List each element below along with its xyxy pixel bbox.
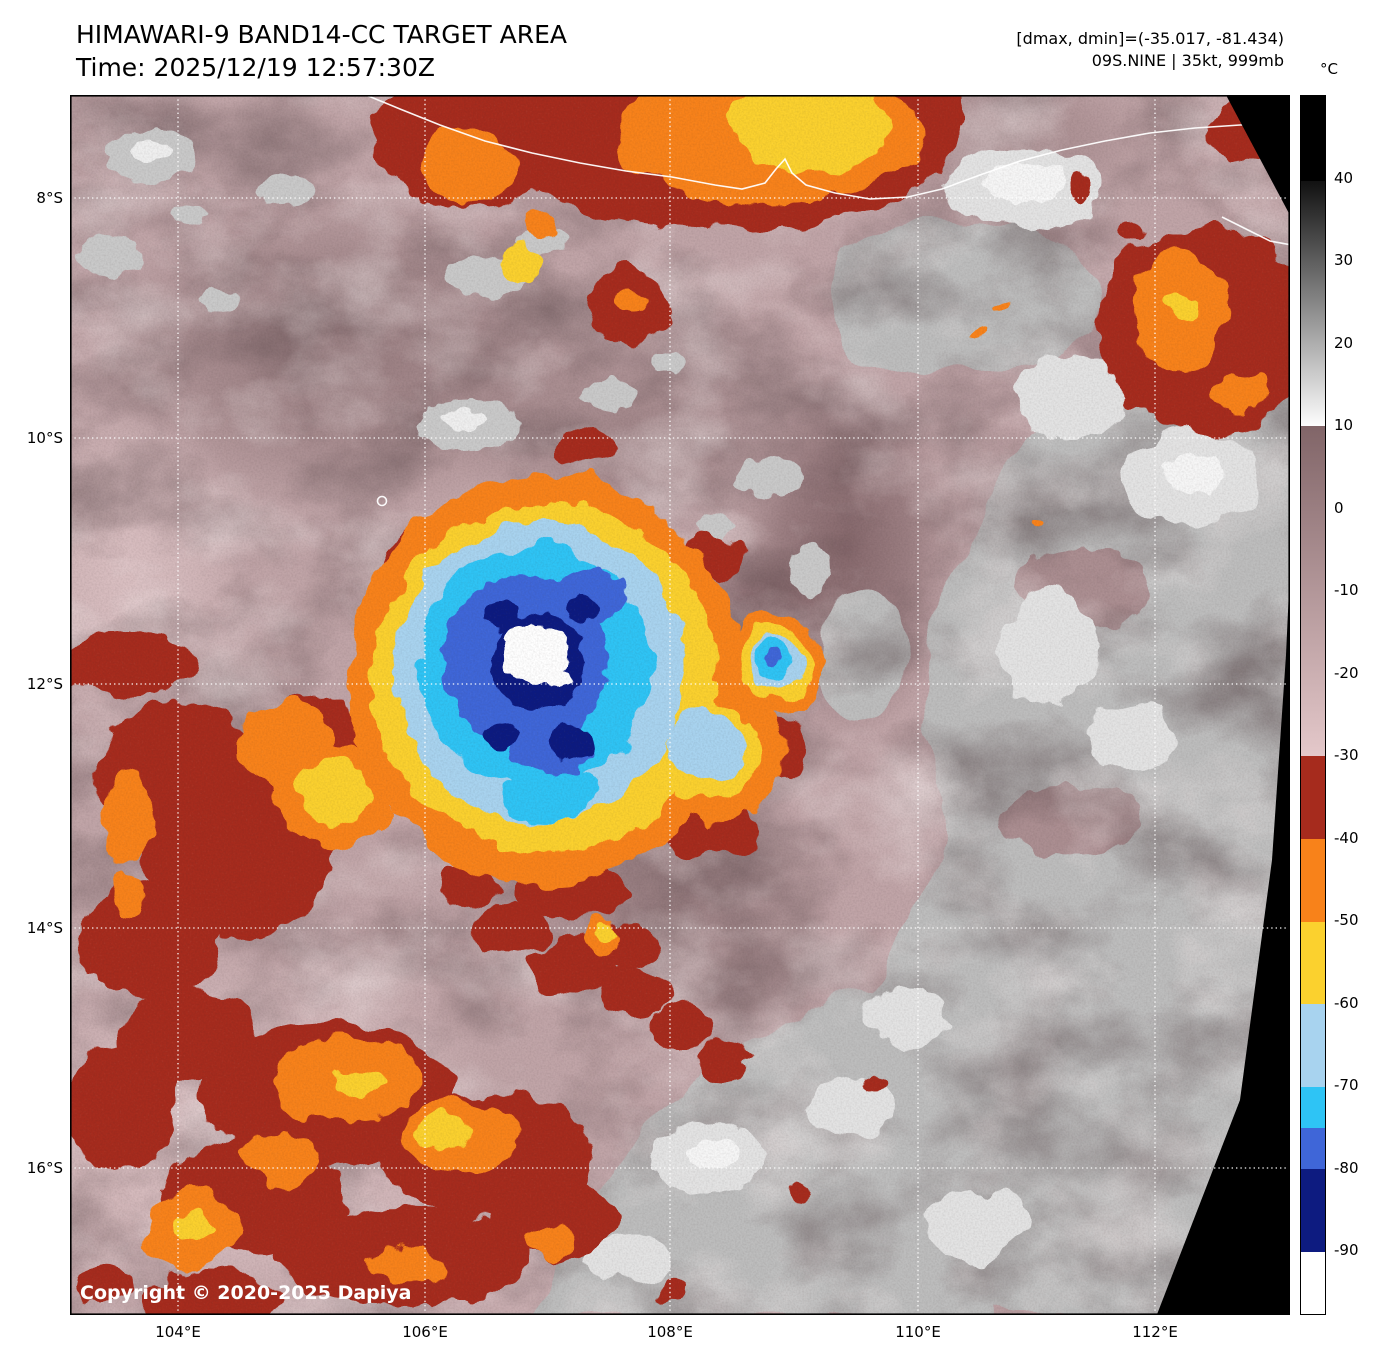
colorbar-tick: -10 [1334, 581, 1359, 599]
colorbar-unit-label: °C [1320, 60, 1338, 78]
colorbar-tick: 20 [1334, 334, 1354, 352]
colorbar-seg-lightblue [1301, 1004, 1325, 1087]
timestamp: Time: 2025/12/19 12:57:30Z [76, 53, 435, 82]
colorbar-tick: -50 [1334, 911, 1359, 929]
satellite-map-canvas [70, 95, 1290, 1315]
colorbar-seg-cyan [1301, 1087, 1325, 1128]
colorbar-tick: -70 [1334, 1076, 1359, 1094]
lat-tick-label: 10°S [26, 429, 63, 447]
colorbar-seg-darkred [1301, 756, 1325, 839]
colorbar-seg-orange [1301, 839, 1325, 922]
copyright-notice: Copyright © 2020-2025 Dapiya [80, 1282, 412, 1304]
temperature-colorbar [1300, 95, 1326, 1315]
colorbar-tick: 0 [1334, 499, 1344, 517]
grain-texture-light [70, 95, 1290, 1315]
colorbar-tick: 10 [1334, 416, 1354, 434]
map-border [70, 95, 1290, 1315]
colorbar-tick: -60 [1334, 994, 1359, 1012]
storm-info: 09S.NINE | 35kt, 999mb [1091, 51, 1284, 70]
lon-tick-label: 108°E [647, 1323, 693, 1341]
lon-tick-label: 104°E [155, 1323, 201, 1341]
colorbar-seg-below-minus90 [1301, 1252, 1325, 1314]
colorbar-seg-pink [1301, 426, 1325, 756]
coastline [365, 95, 1290, 507]
colorbar-tick: -90 [1334, 1241, 1359, 1259]
lon-tick-label: 106°E [402, 1323, 448, 1341]
lat-tick-label: 14°S [26, 919, 63, 937]
colorbar-tick: -80 [1334, 1159, 1359, 1177]
page-title: HIMAWARI-9 BAND14-CC TARGET AREA [76, 20, 568, 49]
colorbar-seg-navy [1301, 1169, 1325, 1252]
lat-tick-label: 8°S [36, 189, 63, 207]
dmax-dmin-readout: [dmax, dmin]=(-35.017, -81.434) [1016, 29, 1284, 48]
lon-tick-label: 110°E [895, 1323, 941, 1341]
colorbar-tick: 40 [1334, 169, 1354, 187]
colorbar-seg-royalblue [1301, 1128, 1325, 1169]
lon-tick-label: 112°E [1132, 1323, 1178, 1341]
colorbar-tick: -20 [1334, 664, 1359, 682]
map-frame [70, 95, 1290, 1315]
title-block: HIMAWARI-9 BAND14-CC TARGET AREA Time: 2… [76, 18, 567, 84]
colorbar-seg-gray [1301, 181, 1325, 426]
lat-tick-label: 12°S [26, 675, 63, 693]
colorbar-tick: -30 [1334, 746, 1359, 764]
colorbar-seg-yellow [1301, 922, 1325, 1004]
meta-block: [dmax, dmin]=(-35.017, -81.434) 09S.NINE… [1016, 28, 1284, 72]
colorbar-tick: -40 [1334, 829, 1359, 847]
colorbar-seg-above-40 [1301, 96, 1325, 181]
lat-tick-label: 16°S [26, 1159, 63, 1177]
latlon-gridlines [70, 95, 1290, 1315]
colorbar-tick: 30 [1334, 251, 1354, 269]
